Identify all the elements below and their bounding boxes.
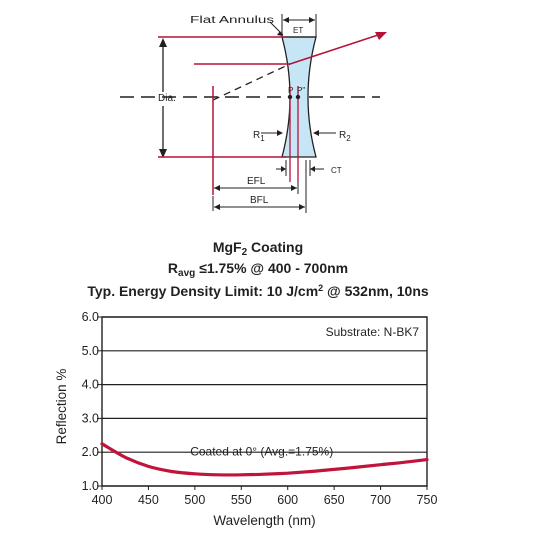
y-tick-labels: 1.0 2.0 3.0 4.0 5.0 6.0 bbox=[82, 310, 99, 493]
plot-frame bbox=[101, 316, 428, 487]
ct-label: CT bbox=[331, 166, 342, 175]
lens-diagram: ET Flat Annulus Dia. P P" R1 R2 bbox=[120, 14, 387, 213]
x-tick-label: 650 bbox=[324, 493, 345, 507]
dia-label: Dia. bbox=[158, 93, 176, 104]
reflection-chart: 1.0 2.0 3.0 4.0 5.0 6.0 400 450 500 550 600 650 700… bbox=[54, 310, 437, 528]
diverging-ray bbox=[289, 32, 385, 65]
energy-density-limit: Typ. Energy Density Limit: 10 J/cm2 @ 53… bbox=[87, 283, 429, 299]
y-tick-label: 4.0 bbox=[82, 378, 99, 392]
chart-series bbox=[100, 442, 429, 477]
efl-label: EFL bbox=[247, 176, 266, 187]
x-axis-title: Wavelength (nm) bbox=[213, 513, 315, 528]
y-axis-title: Reflection % bbox=[54, 369, 69, 445]
bfl-label: BFL bbox=[250, 195, 269, 206]
virtual-ray-extension bbox=[212, 63, 291, 101]
x-tick-label: 750 bbox=[417, 493, 438, 507]
x-tick-label: 700 bbox=[370, 493, 391, 507]
x-tick-label: 550 bbox=[231, 493, 252, 507]
y-tick-label: 2.0 bbox=[82, 445, 99, 459]
y-tick-label: 3.0 bbox=[82, 411, 99, 425]
coating-header: MgF2 Coating Ravg ≤1.75% @ 400 - 700nm T… bbox=[87, 239, 429, 299]
reflection-curve bbox=[100, 442, 429, 477]
x-tick-label: 600 bbox=[277, 493, 298, 507]
y-tick-label: 6.0 bbox=[82, 310, 99, 324]
x-tick-labels: 400 450 500 550 600 650 700 750 bbox=[92, 493, 438, 507]
ravg-spec: Ravg ≤1.75% @ 400 - 700nm bbox=[168, 260, 348, 279]
y-tick-label: 5.0 bbox=[82, 344, 99, 358]
coating-title: MgF2 Coating bbox=[213, 239, 303, 258]
p-label: P bbox=[288, 86, 293, 95]
p-double-prime-label: P" bbox=[297, 86, 305, 95]
et-label: ET bbox=[293, 26, 303, 35]
x-tick-label: 450 bbox=[138, 493, 159, 507]
y-tick-label: 1.0 bbox=[82, 479, 99, 493]
r1-label: R1 bbox=[253, 130, 265, 143]
x-tick-label: 500 bbox=[184, 493, 205, 507]
x-tick-label: 400 bbox=[92, 493, 113, 507]
curve-annotation: Coated at 0° (Avg.=1.75%) bbox=[190, 445, 333, 459]
r2-label: R2 bbox=[339, 130, 351, 143]
substrate-annotation: Substrate: N-BK7 bbox=[326, 325, 420, 339]
flat-annulus-label: Flat Annulus bbox=[190, 15, 274, 26]
